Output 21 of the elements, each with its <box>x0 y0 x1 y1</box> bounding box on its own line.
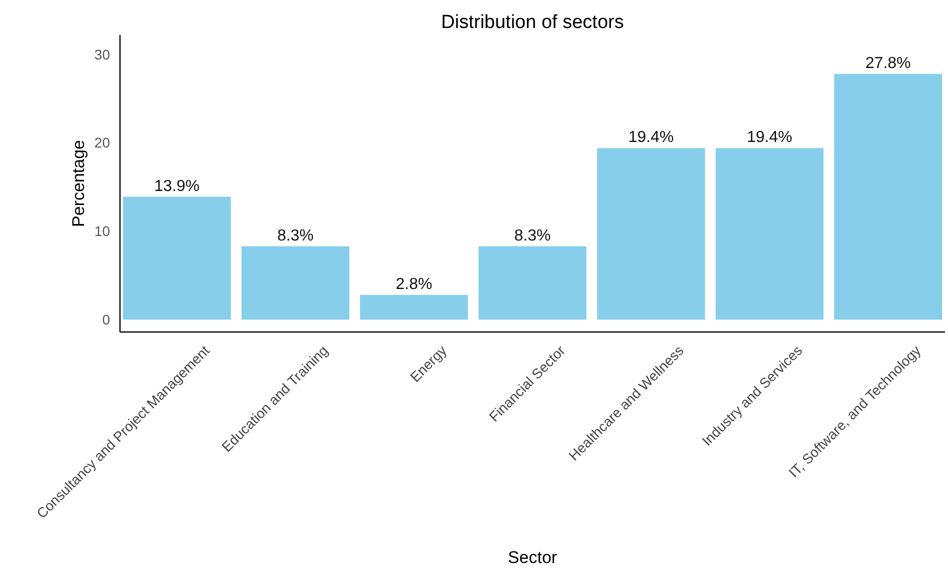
data-label: 13.9% <box>154 178 200 195</box>
bar <box>716 148 824 320</box>
bar <box>360 294 468 320</box>
bar <box>478 246 586 320</box>
y-tick-label: 0 <box>102 312 110 328</box>
data-label: 27.8% <box>865 54 911 72</box>
y-tick-label: 10 <box>94 223 110 240</box>
bar <box>122 196 231 320</box>
x-axis-title: Sector <box>508 548 558 567</box>
y-axis-title: Percentage <box>69 140 88 227</box>
chart-title: Distribution of sectors <box>441 12 624 33</box>
data-label: 8.3% <box>514 227 551 244</box>
data-label: 8.3% <box>277 227 314 244</box>
bar <box>242 246 350 320</box>
data-label: 19.4% <box>746 129 792 146</box>
y-tick-label: 30 <box>94 46 110 62</box>
y-tick-label: 20 <box>94 134 110 151</box>
data-label: 19.4% <box>628 129 674 146</box>
data-label: 2.8% <box>396 276 432 293</box>
bar <box>597 148 705 320</box>
bar <box>834 74 942 320</box>
